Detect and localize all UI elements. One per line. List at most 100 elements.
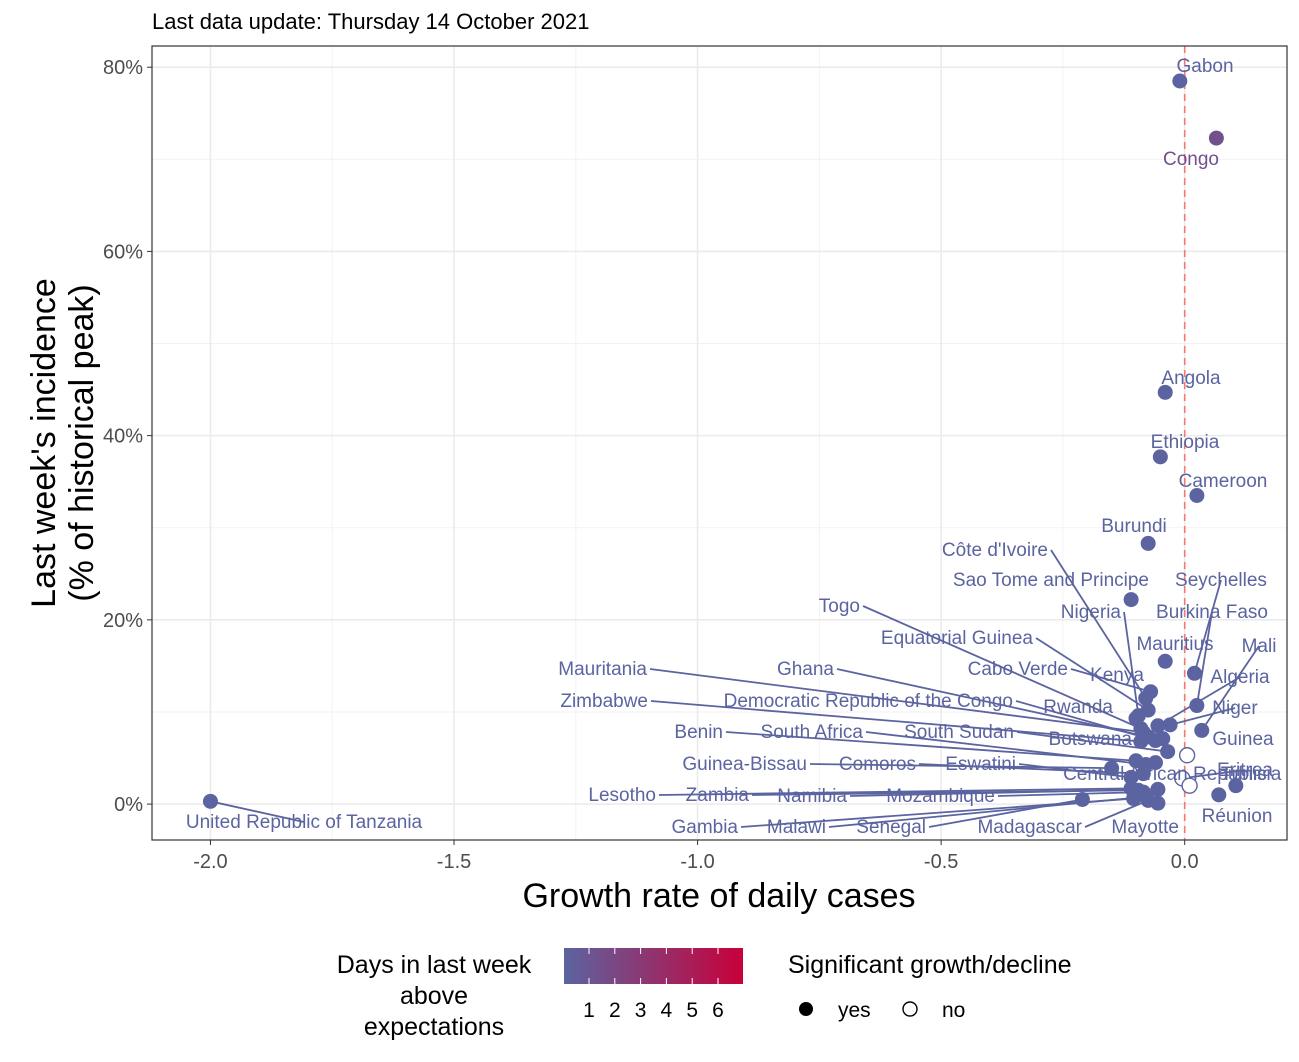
label-rwanda: Rwanda (1043, 697, 1113, 718)
leader-namibia (849, 788, 1158, 797)
point-rwanda (1155, 731, 1171, 747)
label-niger: Niger (1212, 698, 1258, 719)
x-tick-label: -2.0 (193, 851, 227, 873)
leader-burkina-faso (1195, 611, 1213, 706)
color-legend-break-label: 6 (712, 999, 724, 1022)
leader-malawi (828, 795, 1146, 828)
label-benin: Benin (674, 722, 723, 743)
label-congo: Congo (1163, 149, 1219, 170)
color-legend-bar (564, 948, 743, 984)
label-nigeria: Nigeria (1061, 602, 1122, 623)
label-democratic-republic-of-the-congo: Democratic Republic of the Congo (724, 691, 1013, 712)
leader-mauritania (649, 668, 1144, 734)
label-gambia: Gambia (671, 817, 738, 838)
label-zambia: Zambia (686, 785, 750, 806)
y-tick-label: 80% (103, 57, 143, 79)
label-equatorial-guinea: Equatorial Guinea (881, 628, 1034, 649)
label-seychelles: Seychelles (1175, 570, 1267, 591)
data-points (202, 73, 1244, 811)
point-namibia (1150, 781, 1166, 797)
label-central-african-republic: Central African Republic (1063, 764, 1267, 785)
grid-minor (152, 46, 1287, 840)
label-mozambique: Mozambique (886, 786, 995, 807)
label-south-sudan: South Sudan (904, 722, 1014, 743)
label-mayotte: Mayotte (1111, 817, 1179, 838)
label-botswana: Botswana (1049, 729, 1133, 750)
label-sao-tome-and-principe: Sao Tome and Principe (953, 570, 1149, 591)
shape-legend-key-yes (799, 1002, 813, 1016)
leader-equatorial-guinea (1035, 637, 1149, 711)
label-guinea: Guinea (1212, 729, 1274, 750)
y-tick-label: 40% (103, 426, 143, 448)
color-legend-break-label: 1 (583, 999, 595, 1022)
label-comoros: Comoros (839, 754, 916, 775)
shape-legend-title: Significant growth/decline (788, 951, 1072, 979)
point-angola (1157, 384, 1173, 400)
color-legend-title-line-1: Days in last week (337, 951, 532, 979)
shape-legend-items: yes no (799, 999, 965, 1022)
label-togo: Togo (819, 596, 860, 617)
point-ethiopia (1152, 449, 1168, 465)
point-reunion (1211, 787, 1227, 803)
y-tick-label: 60% (103, 241, 143, 263)
chart-subtitle: Last data update: Thursday 14 October 20… (152, 9, 589, 34)
label-reunion: Réunion (1202, 806, 1273, 827)
point-burkina-faso (1189, 698, 1205, 714)
color-legend-break-label: 3 (635, 999, 647, 1022)
label-lesotho: Lesotho (588, 785, 656, 806)
leader-united-republic-of-tanzania (210, 800, 305, 823)
leader-niger (1169, 707, 1236, 726)
label-angola: Angola (1161, 368, 1221, 389)
plot-panel: Gabon Congo Angola Ethiopia Cameroon Burundi C… (151, 45, 1288, 841)
point-burundi (1140, 535, 1156, 551)
label-united-republic-of-tanzania: United Republic of Tanzania (186, 812, 423, 833)
leader-mozambique (997, 791, 1144, 797)
label-mauritius: Mauritius (1136, 634, 1213, 655)
label-gabon: Gabon (1176, 56, 1233, 77)
leader-cabo-verde (1070, 668, 1151, 693)
y-tick-label: 0% (114, 794, 143, 816)
label-south-africa: South Africa (761, 722, 864, 743)
label-burkina-faso: Burkina Faso (1156, 602, 1268, 623)
point-cameroon (1189, 488, 1205, 504)
point-guinea-bissau (1104, 760, 1120, 776)
x-axis-title: Growth rate of daily cases (522, 877, 915, 915)
label-eswatini: Eswatini (945, 754, 1016, 775)
leader-ghana (836, 668, 1149, 738)
y-axis-title-line-1: Last week's incidence (25, 278, 63, 608)
point-mali (1194, 722, 1210, 738)
panel-border (151, 45, 1288, 841)
color-legend-break-label: 4 (661, 999, 673, 1022)
point-seychelles (1186, 665, 1202, 681)
point-eswatini (1123, 769, 1139, 785)
label-malawi: Malawi (767, 817, 826, 838)
country-labels: Gabon Congo Angola Ethiopia Cameroon Burundi C… (186, 56, 1282, 838)
point-congo (1208, 130, 1224, 146)
label-tunisia: Tunisia (1221, 764, 1282, 785)
shape-legend-label-no: no (942, 999, 965, 1022)
label-ghana: Ghana (777, 659, 834, 680)
x-tick-label: 0.0 (1171, 851, 1199, 873)
point-gabon (1172, 73, 1188, 89)
point-zimbabwe (1133, 733, 1149, 749)
leader-eritrea (1182, 769, 1246, 780)
point-niger (1162, 717, 1178, 733)
label-cote-d-ivoire: Côte d'Ivoire (942, 540, 1048, 561)
leader-cote-d-ivoire (1050, 549, 1147, 699)
shape-legend-key-no (902, 1001, 918, 1017)
label-cabo-verde: Cabo Verde (968, 659, 1068, 680)
point-sao-tome-and-principe (1123, 592, 1139, 608)
x-tick-label: -0.5 (924, 851, 958, 873)
point-south-sudan (1160, 744, 1176, 760)
point-united-republic-of-tanzania (202, 793, 218, 809)
label-namibia: Namibia (777, 786, 847, 807)
label-mali: Mali (1242, 636, 1277, 657)
leader-democratic-republic-of-the-congo (1015, 700, 1156, 742)
leader-seychelles (1193, 579, 1222, 674)
leader-senegal (928, 798, 1083, 828)
x-tick-label: -1.0 (680, 851, 714, 873)
label-cameroon: Cameroon (1179, 471, 1268, 492)
label-guinea-bissau: Guinea-Bissau (682, 754, 807, 775)
